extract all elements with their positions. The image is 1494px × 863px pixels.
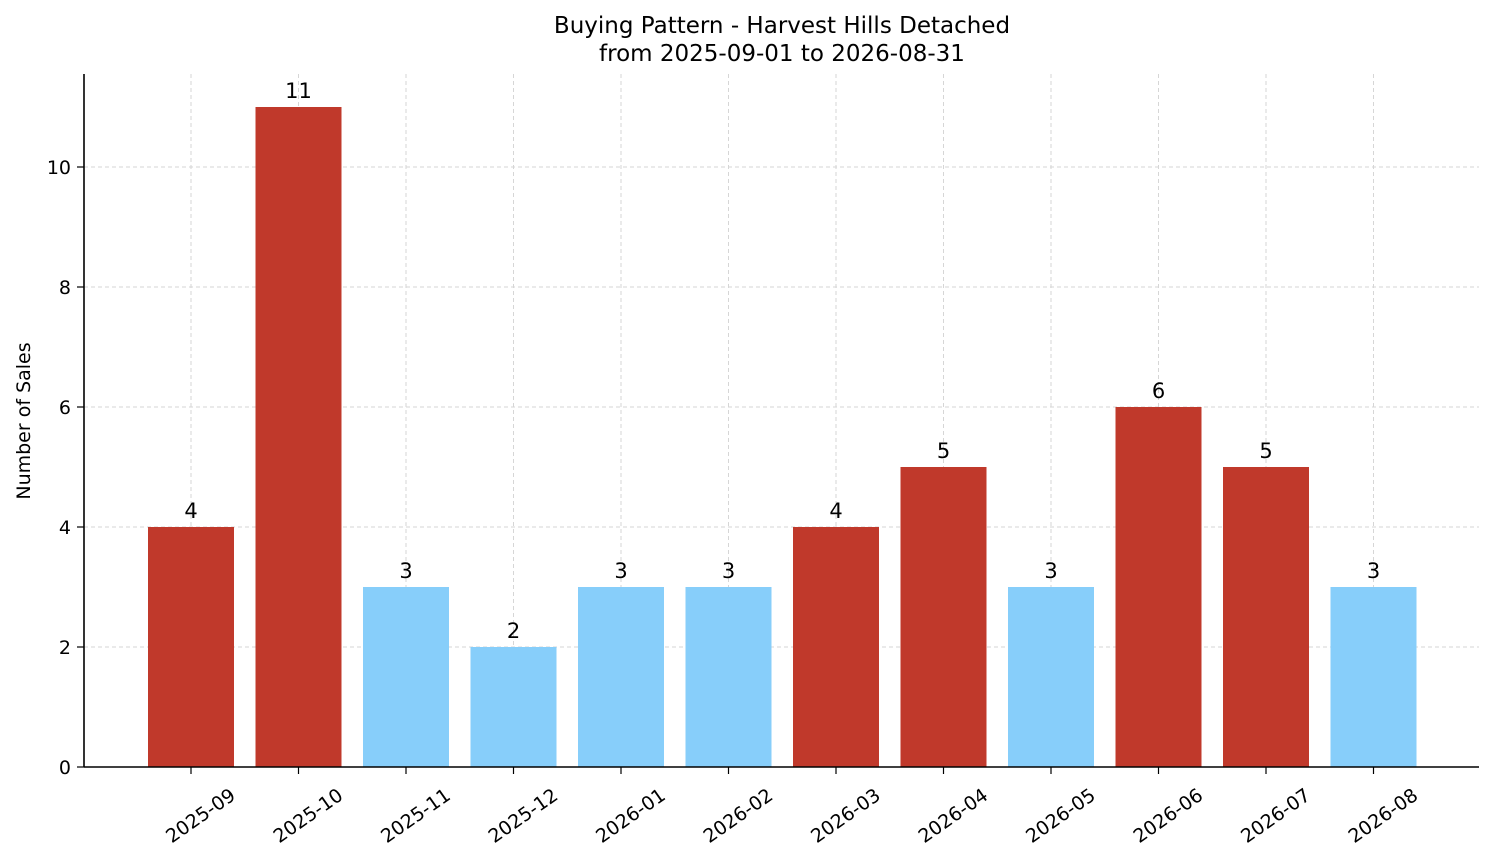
bar — [470, 647, 557, 767]
x-tick-label: 2026-08 — [1345, 784, 1423, 848]
chart-subtitle: from 2025-09-01 to 2026-08-31 — [599, 41, 965, 67]
bar-value-label: 3 — [1367, 559, 1380, 583]
bar-value-label: 4 — [184, 499, 197, 523]
y-tick-label: 10 — [47, 157, 71, 179]
bar — [685, 587, 772, 767]
x-tick-label: 2025-10 — [270, 784, 348, 848]
y-tick-label: 4 — [59, 517, 71, 539]
bar — [1115, 407, 1202, 767]
bars — [148, 107, 1417, 767]
bar — [578, 587, 664, 767]
bar-value-label: 3 — [722, 559, 735, 583]
bar-value-label: 2 — [507, 619, 520, 643]
bar-value-label: 5 — [937, 439, 950, 463]
x-tick-label: 2026-06 — [1130, 784, 1208, 848]
bar-value-label: 3 — [614, 559, 627, 583]
x-tick-label: 2026-01 — [592, 784, 670, 848]
x-tick-label: 2025-09 — [162, 784, 240, 848]
y-tick-label: 0 — [59, 757, 71, 779]
bar-value-label: 3 — [399, 559, 412, 583]
y-tick-label: 8 — [59, 277, 71, 299]
x-tick-label: 2026-03 — [807, 784, 885, 848]
axes — [77, 74, 1479, 774]
y-tick-label: 2 — [59, 637, 71, 659]
bar — [1223, 467, 1309, 767]
bar-value-label: 11 — [285, 79, 312, 103]
x-tick-label: 2025-11 — [377, 784, 455, 848]
bar — [148, 527, 234, 767]
x-tick-label: 2026-07 — [1237, 784, 1315, 848]
y-tick-label: 6 — [59, 397, 71, 419]
bar-value-label: 3 — [1044, 559, 1057, 583]
bar — [1008, 587, 1094, 767]
bar — [363, 587, 449, 767]
bar-value-label: 6 — [1152, 379, 1165, 403]
x-tick-label: 2026-04 — [915, 784, 993, 848]
bar — [255, 107, 342, 767]
bar — [1330, 587, 1417, 767]
bar-value-label: 4 — [829, 499, 842, 523]
y-axis-label: Number of Sales — [13, 342, 35, 499]
bar-value-label: 5 — [1259, 439, 1272, 463]
chart-title: Buying Pattern - Harvest Hills Detached — [554, 13, 1010, 39]
x-tick-label: 2026-02 — [700, 784, 778, 848]
bar — [900, 467, 987, 767]
bar — [793, 527, 879, 767]
x-tick-label: 2025-12 — [485, 784, 563, 848]
x-tick-label: 2026-05 — [1022, 784, 1100, 848]
